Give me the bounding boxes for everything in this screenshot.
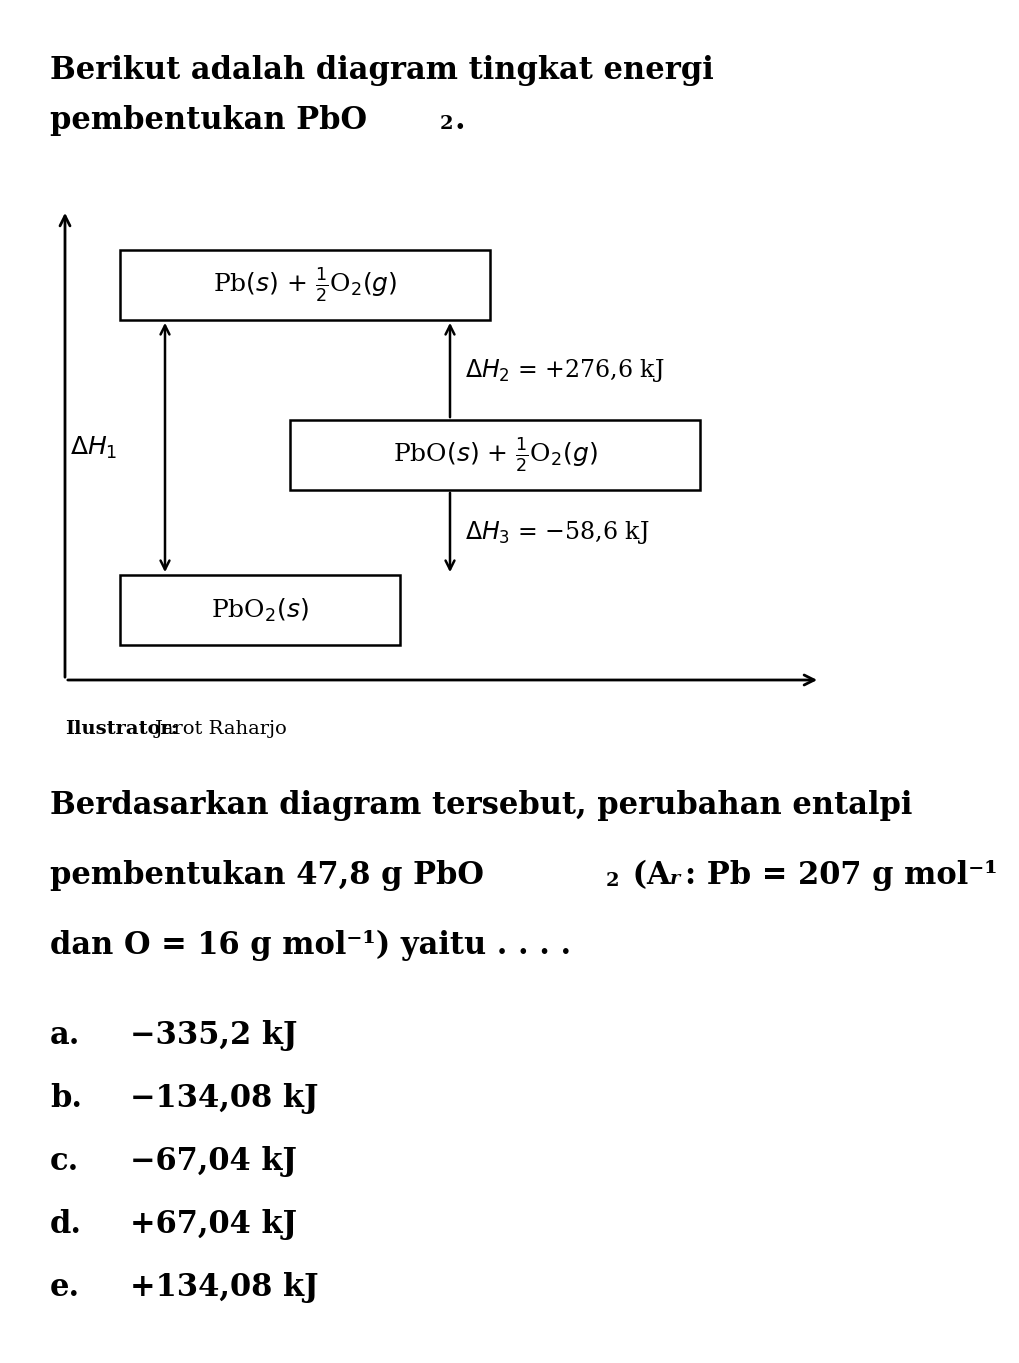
Text: a.: a.: [50, 1020, 81, 1051]
Text: $\Delta H_1$: $\Delta H_1$: [70, 435, 117, 461]
Text: : Pb = 207 g mol⁻¹: : Pb = 207 g mol⁻¹: [685, 860, 997, 891]
Text: e.: e.: [50, 1272, 81, 1303]
Text: PbO$(s)$ + $\frac{1}{2}$O$_2$$(g)$: PbO$(s)$ + $\frac{1}{2}$O$_2$$(g)$: [392, 436, 597, 474]
Text: pembentukan PbO: pembentukan PbO: [50, 105, 367, 136]
Text: Berdasarkan diagram tersebut, perubahan entalpi: Berdasarkan diagram tersebut, perubahan …: [50, 791, 911, 821]
Text: (A: (A: [622, 860, 669, 891]
FancyBboxPatch shape: [289, 420, 699, 491]
Text: r: r: [669, 870, 680, 889]
Text: −134,08 kJ: −134,08 kJ: [129, 1084, 318, 1114]
Text: dan O = 16 g mol⁻¹) yaitu . . . .: dan O = 16 g mol⁻¹) yaitu . . . .: [50, 930, 571, 961]
FancyBboxPatch shape: [120, 575, 399, 645]
Text: Berikut adalah diagram tingkat energi: Berikut adalah diagram tingkat energi: [50, 55, 713, 86]
Text: 2: 2: [439, 114, 453, 134]
FancyBboxPatch shape: [120, 249, 489, 320]
Text: pembentukan 47,8 g PbO: pembentukan 47,8 g PbO: [50, 860, 483, 891]
Text: +67,04 kJ: +67,04 kJ: [129, 1209, 297, 1240]
Text: $\Delta H_2$ = +276,6 kJ: $\Delta H_2$ = +276,6 kJ: [465, 357, 664, 383]
Text: Pb$(s)$ + $\frac{1}{2}$O$_2$$(g)$: Pb$(s)$ + $\frac{1}{2}$O$_2$$(g)$: [213, 266, 396, 304]
Text: c.: c.: [50, 1146, 79, 1178]
Text: PbO$_2$$(s)$: PbO$_2$$(s)$: [211, 597, 309, 624]
Text: −67,04 kJ: −67,04 kJ: [129, 1146, 297, 1178]
Text: d.: d.: [50, 1209, 82, 1240]
Text: +134,08 kJ: +134,08 kJ: [129, 1272, 318, 1303]
Text: −335,2 kJ: −335,2 kJ: [129, 1020, 298, 1051]
Text: .: .: [454, 105, 465, 136]
Text: b.: b.: [50, 1084, 82, 1114]
Text: Ilustrator:: Ilustrator:: [65, 720, 177, 737]
Text: 2: 2: [605, 872, 619, 890]
Text: $\Delta H_3$ = $-$58,6 kJ: $\Delta H_3$ = $-$58,6 kJ: [465, 519, 649, 547]
Text: Jarot Raharjo: Jarot Raharjo: [155, 720, 287, 737]
